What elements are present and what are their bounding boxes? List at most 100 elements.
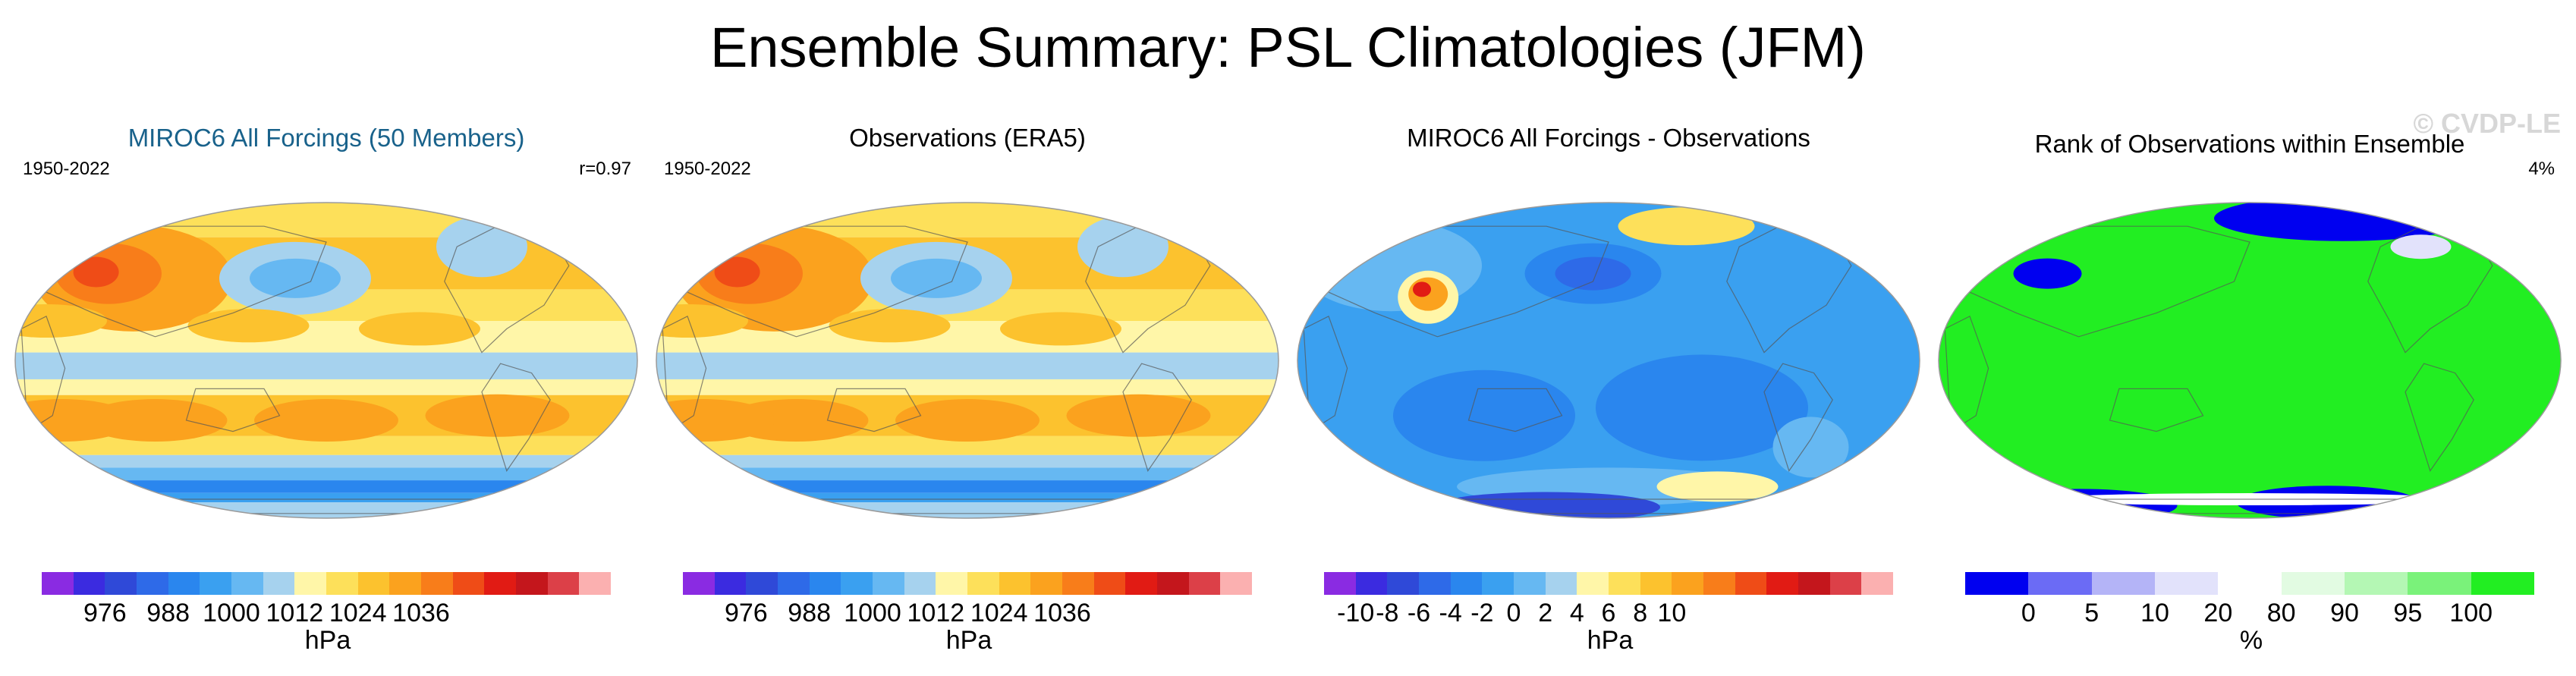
colorbar-tick-label: -6 xyxy=(1407,599,1431,627)
coastline xyxy=(2405,363,2474,472)
colorbar-swatch xyxy=(809,572,841,595)
colorbar-swatch xyxy=(2028,572,2092,595)
colorbar-swatch xyxy=(1735,572,1767,595)
colorbar-swatch xyxy=(1418,572,1451,595)
colorbar-tick-label: 1000 xyxy=(203,599,260,627)
contour-band xyxy=(656,480,1279,493)
colorbar-swatch xyxy=(1355,572,1388,595)
colorbar xyxy=(1324,572,1893,595)
rank-region xyxy=(2013,258,2082,289)
colorbar-swatch xyxy=(515,572,548,595)
colorbar-swatch xyxy=(872,572,904,595)
colorbar-swatch xyxy=(2281,572,2345,595)
colorbar-tick-label: 4 xyxy=(1569,599,1584,627)
colorbar-swatch xyxy=(1324,572,1356,595)
subtropical-high xyxy=(187,309,310,343)
psl-map xyxy=(14,202,638,519)
colorbar-swatch xyxy=(746,572,778,595)
coastline xyxy=(2109,388,2204,432)
colorbar-swatch xyxy=(904,572,936,595)
colorbar-tick-label: 0 xyxy=(1506,599,1521,627)
coastline xyxy=(30,225,327,338)
colorbar-tick-label: -10 xyxy=(1337,599,1375,627)
colorbar-tick-label: 1036 xyxy=(1033,599,1091,627)
coastline xyxy=(1953,225,2250,338)
colorbar-swatch xyxy=(484,572,516,595)
colorbar-swatch xyxy=(1450,572,1483,595)
watermark: © CVDP-LE xyxy=(2413,108,2561,139)
contour-band xyxy=(656,492,1279,503)
colorbar-swatch xyxy=(231,572,263,595)
map-border xyxy=(14,202,638,519)
aleutian-low-core xyxy=(891,258,982,298)
colorbar-tick-label: 1012 xyxy=(266,599,324,627)
difference-blob xyxy=(1393,369,1575,461)
panel-observations-climatology: Observations (ERA5) 1950-2022 976 988 1000… xyxy=(649,114,1286,660)
rank-map xyxy=(1938,202,2562,519)
colorbar-swatch xyxy=(1829,572,1862,595)
colorbar xyxy=(1965,572,2534,595)
subtropical-high xyxy=(895,399,1040,442)
contour-band xyxy=(656,352,1279,379)
figure-title: Ensemble Summary: PSL Climatologies (JFM… xyxy=(710,16,1866,79)
coastline xyxy=(1312,225,1609,338)
psl-map xyxy=(656,202,1279,519)
colorbar-swatch xyxy=(1965,572,2029,595)
colorbar-swatch xyxy=(841,572,873,595)
colorbar-swatch xyxy=(168,572,200,595)
colorbar-swatch xyxy=(2154,572,2219,595)
colorbar-swatch xyxy=(357,572,390,595)
icelandic-low xyxy=(436,216,527,278)
colorbar-tick-label: 1036 xyxy=(392,599,450,627)
contour-band xyxy=(15,454,637,468)
contour-band xyxy=(656,379,1279,395)
colorbar-swatch xyxy=(579,572,611,595)
colorbar-swatch xyxy=(1125,572,1157,595)
colorbar-swatch xyxy=(1577,572,1609,595)
contour-band xyxy=(15,203,637,237)
colorbar-swatch xyxy=(105,572,137,595)
colorbar-swatch xyxy=(2091,572,2155,595)
aleutian-low-core xyxy=(250,258,341,298)
panel-rank: © CVDP-LE Rank of Observations within En… xyxy=(1931,108,2568,660)
subtropical-high xyxy=(1000,312,1121,346)
colorbar-swatch xyxy=(294,572,326,595)
subtropical-high xyxy=(359,312,480,346)
colorbar-tick-label: 988 xyxy=(788,599,832,627)
colorbar-swatch xyxy=(2218,572,2282,595)
contour-band xyxy=(656,502,1279,518)
colorbar-unit: hPa xyxy=(304,626,351,655)
colorbar-tick-label: 1024 xyxy=(970,599,1028,627)
colorbar-swatch xyxy=(263,572,295,595)
colorbar-swatch xyxy=(42,572,74,595)
contour-band xyxy=(15,379,637,395)
colorbar-tick-label: 5 xyxy=(2084,599,2099,627)
colorbar-swatch xyxy=(1482,572,1514,595)
colorbar-tick-label: 1012 xyxy=(907,599,965,627)
coastline xyxy=(185,388,281,432)
map-field xyxy=(1939,203,2561,518)
colorbar-swatch xyxy=(452,572,485,595)
rank-region xyxy=(1980,489,2178,518)
contour-band xyxy=(15,352,637,379)
colorbar-swatch xyxy=(2344,572,2408,595)
colorbar-tick-label: 2 xyxy=(1538,599,1553,627)
contour-band xyxy=(15,492,637,503)
colorbar-swatch xyxy=(1156,572,1189,595)
pattern-correlation-label: r=0.97 xyxy=(579,159,631,179)
panel-title: MIROC6 All Forcings - Observations xyxy=(1407,124,1810,152)
colorbar-tick-label: 90 xyxy=(2330,599,2359,627)
colorbar-swatch xyxy=(2408,572,2471,595)
colorbar-tick-label: 8 xyxy=(1633,599,1648,627)
colorbar-tick-label: 10 xyxy=(1657,599,1687,627)
coastline xyxy=(1763,363,1833,472)
colorbar-swatch xyxy=(999,572,1031,595)
tibet-anomaly-peak xyxy=(1413,281,1431,297)
colorbar-swatch xyxy=(1861,572,1893,595)
colorbar-swatch xyxy=(200,572,231,595)
contour-band xyxy=(656,467,1279,481)
colorbar-swatch xyxy=(1640,572,1672,595)
colorbar-tick-label: 20 xyxy=(2203,599,2233,627)
subtropical-high xyxy=(829,309,951,343)
colorbar xyxy=(683,572,1252,595)
